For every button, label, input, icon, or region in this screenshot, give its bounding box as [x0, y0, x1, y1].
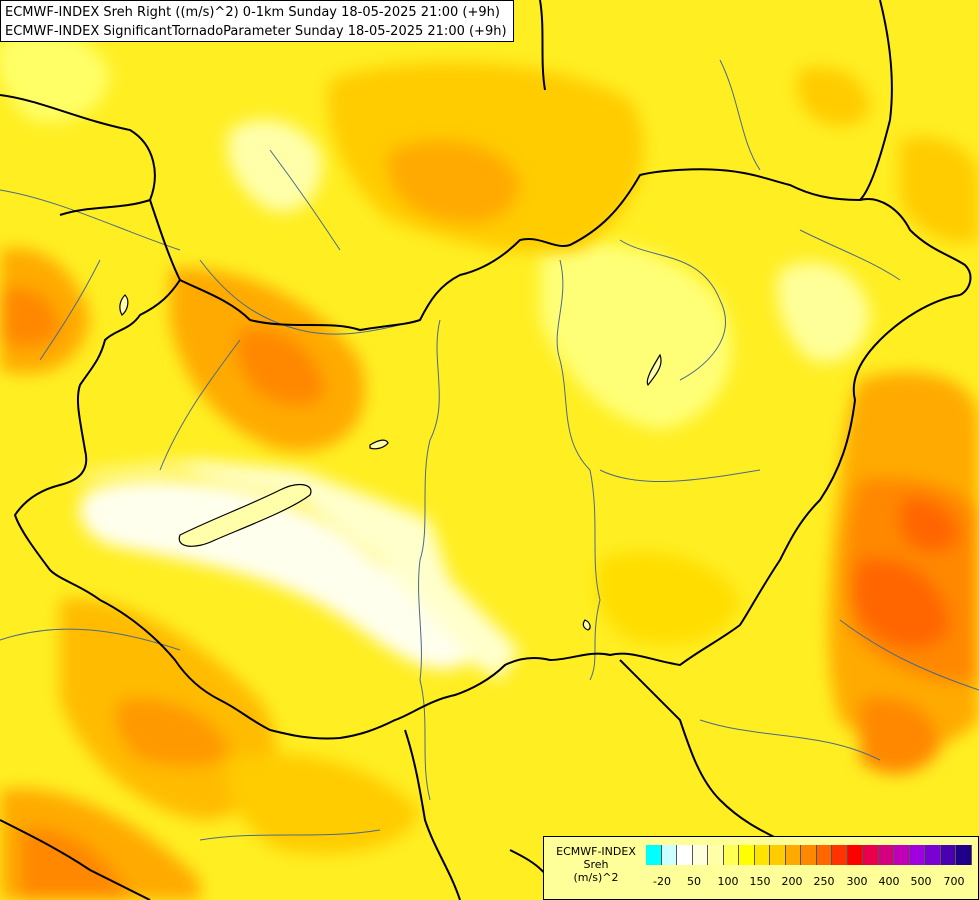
legend-swatch — [692, 845, 708, 865]
color-legend: ECMWF-INDEX Sreh (m/s)^2 -20 50 100 150 200 2… — [543, 836, 979, 900]
legend-swatch — [956, 845, 972, 865]
legend-tick-label: 100 — [717, 875, 739, 888]
legend-swatch — [785, 845, 801, 865]
map-title-box: ECMWF-INDEX Sreh Right ((m/s)^2) 0-1km S… — [0, 0, 514, 42]
legend-parameter: Sreh — [583, 858, 609, 871]
map-title-line-1: ECMWF-INDEX Sreh Right ((m/s)^2) 0-1km S… — [5, 5, 500, 20]
map-title-line-2: ECMWF-INDEX SignificantTornadoParameter … — [5, 24, 507, 39]
legend-swatch — [754, 845, 770, 865]
lakes — [119, 294, 662, 631]
rivers — [0, 59, 979, 841]
legend-tick-label: 500 — [910, 875, 932, 888]
legend-swatch — [878, 845, 894, 865]
legend-name: ECMWF-INDEX Sreh (m/s)^2 — [548, 845, 644, 884]
legend-swatch — [909, 845, 925, 865]
legend-tick-label: 300 — [846, 875, 868, 888]
legend-tick-label: 700 — [943, 875, 965, 888]
low-helicity-zones — [0, 30, 870, 680]
legend-swatch — [925, 845, 941, 865]
legend-model: ECMWF-INDEX — [556, 845, 636, 858]
legend-swatch — [708, 845, 724, 865]
legend-swatches — [646, 845, 972, 865]
legend-tick-label: 50 — [687, 875, 701, 888]
legend-ticks: -20 50 100 150 200 250 300 400 500 700 — [646, 875, 976, 889]
legend-tick-label: 200 — [781, 875, 803, 888]
legend-swatch — [847, 845, 863, 865]
legend-swatch — [863, 845, 879, 865]
legend-swatch — [940, 845, 956, 865]
legend-swatch — [723, 845, 739, 865]
legend-swatch — [739, 845, 755, 865]
legend-unit: (m/s)^2 — [573, 871, 619, 884]
legend-tick-label: 150 — [749, 875, 771, 888]
legend-tick-label: -20 — [653, 875, 671, 888]
legend-swatch — [816, 845, 832, 865]
legend-swatch — [832, 845, 848, 865]
legend-swatch — [646, 845, 662, 865]
legend-tick-label: 400 — [878, 875, 900, 888]
moderate-helicity-zones — [0, 62, 979, 900]
legend-swatch — [770, 845, 786, 865]
legend-swatch — [801, 845, 817, 865]
legend-tick-label: 250 — [813, 875, 835, 888]
legend-swatch — [661, 845, 677, 865]
legend-swatch — [894, 845, 910, 865]
legend-swatch — [677, 845, 693, 865]
